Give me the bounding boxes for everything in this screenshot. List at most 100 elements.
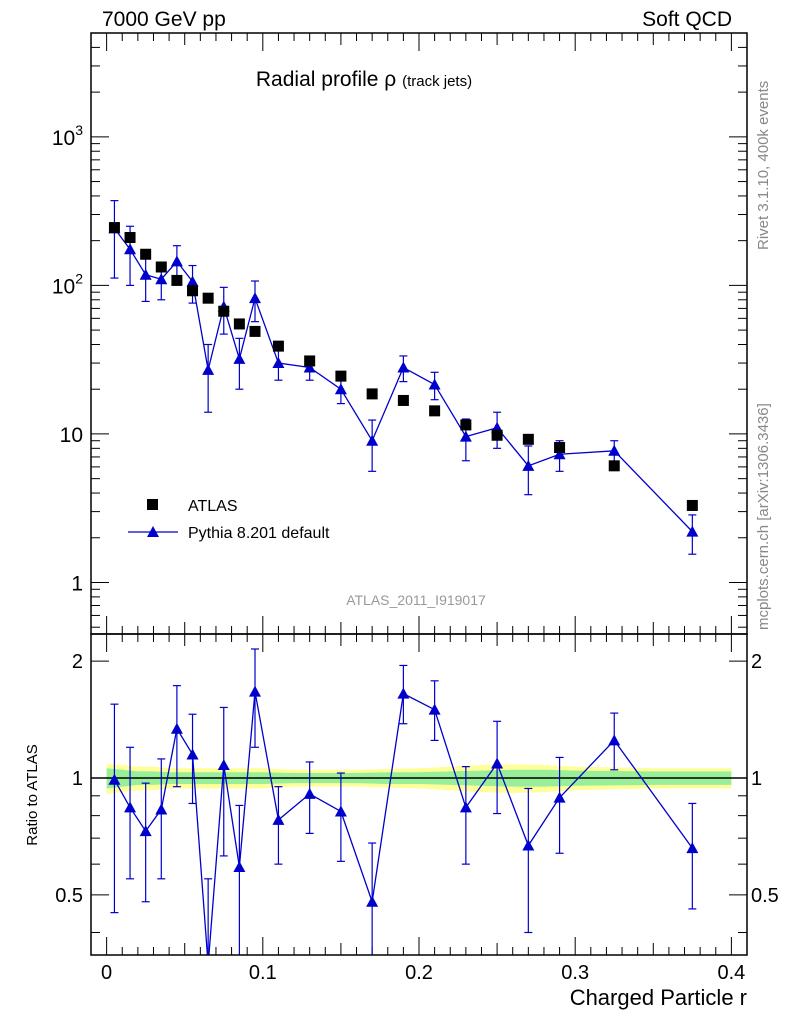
ratio-point: [428, 703, 441, 715]
pythia-point: [202, 363, 215, 375]
atlas-point: [304, 355, 316, 367]
ratio-point: [608, 734, 621, 746]
ratio-point: [233, 860, 246, 872]
y-tick-label: 1: [71, 572, 83, 595]
legend-pythia-label: Pythia 8.201 default: [188, 525, 330, 542]
atlas-point: [686, 499, 698, 511]
ratio-point: [108, 773, 121, 785]
x-tick-label: 0.3: [561, 962, 589, 984]
ratio-y-tick-label: 1: [72, 768, 83, 790]
pythia-point: [686, 525, 699, 537]
atlas-point: [608, 460, 620, 472]
analysis-watermark: ATLAS_2011_I919017: [346, 592, 486, 608]
pythia-series-line: [113, 227, 693, 533]
chart-title: Radial profile ρ (track jets): [256, 68, 472, 91]
ratio-y-tick-label: 2: [72, 651, 83, 673]
pythia-point: [272, 357, 285, 369]
atlas-point: [124, 232, 136, 244]
ratio-point: [522, 839, 535, 851]
atlas-point: [366, 388, 378, 400]
pythia-point: [155, 273, 168, 285]
pythia-point: [124, 243, 137, 255]
atlas-point: [272, 340, 284, 352]
ratio-point: [491, 757, 504, 769]
ratio-point: [139, 825, 152, 837]
atlas-point: [171, 274, 183, 286]
pythia-point: [522, 459, 535, 471]
pythia-point: [334, 383, 347, 395]
y-tick-label: 103: [52, 122, 83, 150]
main-panel-frame: [90, 32, 748, 635]
ratio-y-tick-label-right: 2: [751, 651, 762, 673]
energy-label: 7000 GeV pp: [102, 8, 226, 31]
atlas-point: [155, 261, 167, 273]
x-tick-label: 0.1: [249, 962, 277, 984]
pythia-point: [186, 275, 199, 287]
x-axis-label: Charged Particle r: [570, 985, 747, 1010]
atlas-point: [335, 370, 347, 382]
atlas-point: [491, 429, 503, 441]
pythia-point: [608, 444, 621, 456]
atlas-point: [249, 325, 261, 337]
pythia-point: [459, 430, 472, 442]
y-tick-exponent: 2: [75, 270, 83, 286]
pythia-point: [553, 448, 566, 460]
atlas-point: [187, 285, 199, 297]
ratio-panel-frame: [90, 633, 748, 956]
pythia-point: [428, 378, 441, 390]
atlas-point: [397, 394, 409, 406]
atlas-point: [233, 318, 245, 330]
ratio-panel-data: [108, 648, 699, 955]
legend-atlas-marker: [147, 499, 158, 510]
ratio-point: [686, 842, 699, 854]
chart-title-main: Radial profile ρ: [256, 68, 396, 91]
ratio-point: [186, 748, 199, 760]
pythia-point: [170, 255, 183, 267]
atlas-point: [218, 305, 230, 317]
y-tick-label: 10: [60, 424, 83, 447]
x-tick-label: 0: [101, 962, 112, 984]
ratio-point: [459, 801, 472, 813]
pythia-point: [249, 292, 261, 304]
ratio-point: [249, 685, 261, 697]
legend-pythia-marker: [147, 526, 159, 537]
atlas-point: [429, 405, 441, 417]
atlas-point: [522, 433, 534, 445]
x-tick-label: 0.2: [405, 962, 433, 984]
ratio-point: [366, 895, 379, 907]
y-tick-label: 102: [52, 270, 83, 298]
atlas-point: [554, 442, 566, 454]
atlas-point: [140, 248, 152, 260]
pythia-point: [139, 268, 152, 280]
atlas-point: [108, 222, 120, 234]
ratio-series-line: [113, 691, 693, 955]
ratio-point: [124, 801, 137, 813]
main-panel-data: [108, 200, 699, 555]
atlas-point: [202, 292, 214, 304]
ratio-point: [334, 805, 347, 817]
category-label: Soft QCD: [642, 8, 732, 31]
ratio-point: [553, 791, 566, 803]
atlas-point: [460, 419, 472, 431]
legend-atlas-label: ATLAS: [188, 498, 238, 515]
x-tick-label: 0.4: [717, 962, 745, 984]
legend: ATLAS Pythia 8.201 default: [128, 498, 330, 542]
ratio-panel-ticks: 0.5 0.5 1 1 2 2 0 0.1 0.2 0.3 0.4: [55, 634, 779, 984]
ratio-point: [170, 722, 183, 734]
ratio-point: [397, 687, 410, 699]
ratio-point: [272, 813, 285, 825]
y-tick-exponent: 3: [75, 122, 83, 138]
pythia-point: [397, 361, 410, 373]
ratio-y-tick-label-right: 1: [751, 768, 762, 790]
ratio-point: [155, 803, 168, 815]
ratio-point: [303, 787, 316, 799]
ratio-y-tick-label-right: 0.5: [751, 885, 779, 907]
ratio-uncertainty-band: [91, 763, 747, 794]
ratio-y-tick-label: 0.5: [55, 885, 83, 907]
pythia-point: [303, 361, 316, 373]
main-panel-ticks: 1 10 102 103: [52, 32, 747, 634]
pythia-point: [366, 434, 379, 446]
y-axis-label: Ratio to ATLAS: [24, 744, 41, 845]
chart-title-suffix: (track jets): [402, 73, 472, 90]
